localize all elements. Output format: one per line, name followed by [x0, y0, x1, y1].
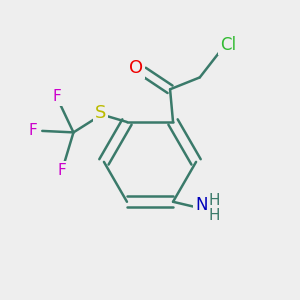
Text: F: F — [57, 163, 66, 178]
Text: F: F — [53, 89, 62, 104]
Text: O: O — [129, 59, 143, 77]
Text: S: S — [94, 104, 106, 122]
Text: F: F — [29, 123, 38, 138]
Text: H: H — [209, 193, 220, 208]
Text: N: N — [195, 196, 208, 214]
Text: H: H — [209, 208, 220, 223]
Text: Cl: Cl — [220, 36, 236, 54]
